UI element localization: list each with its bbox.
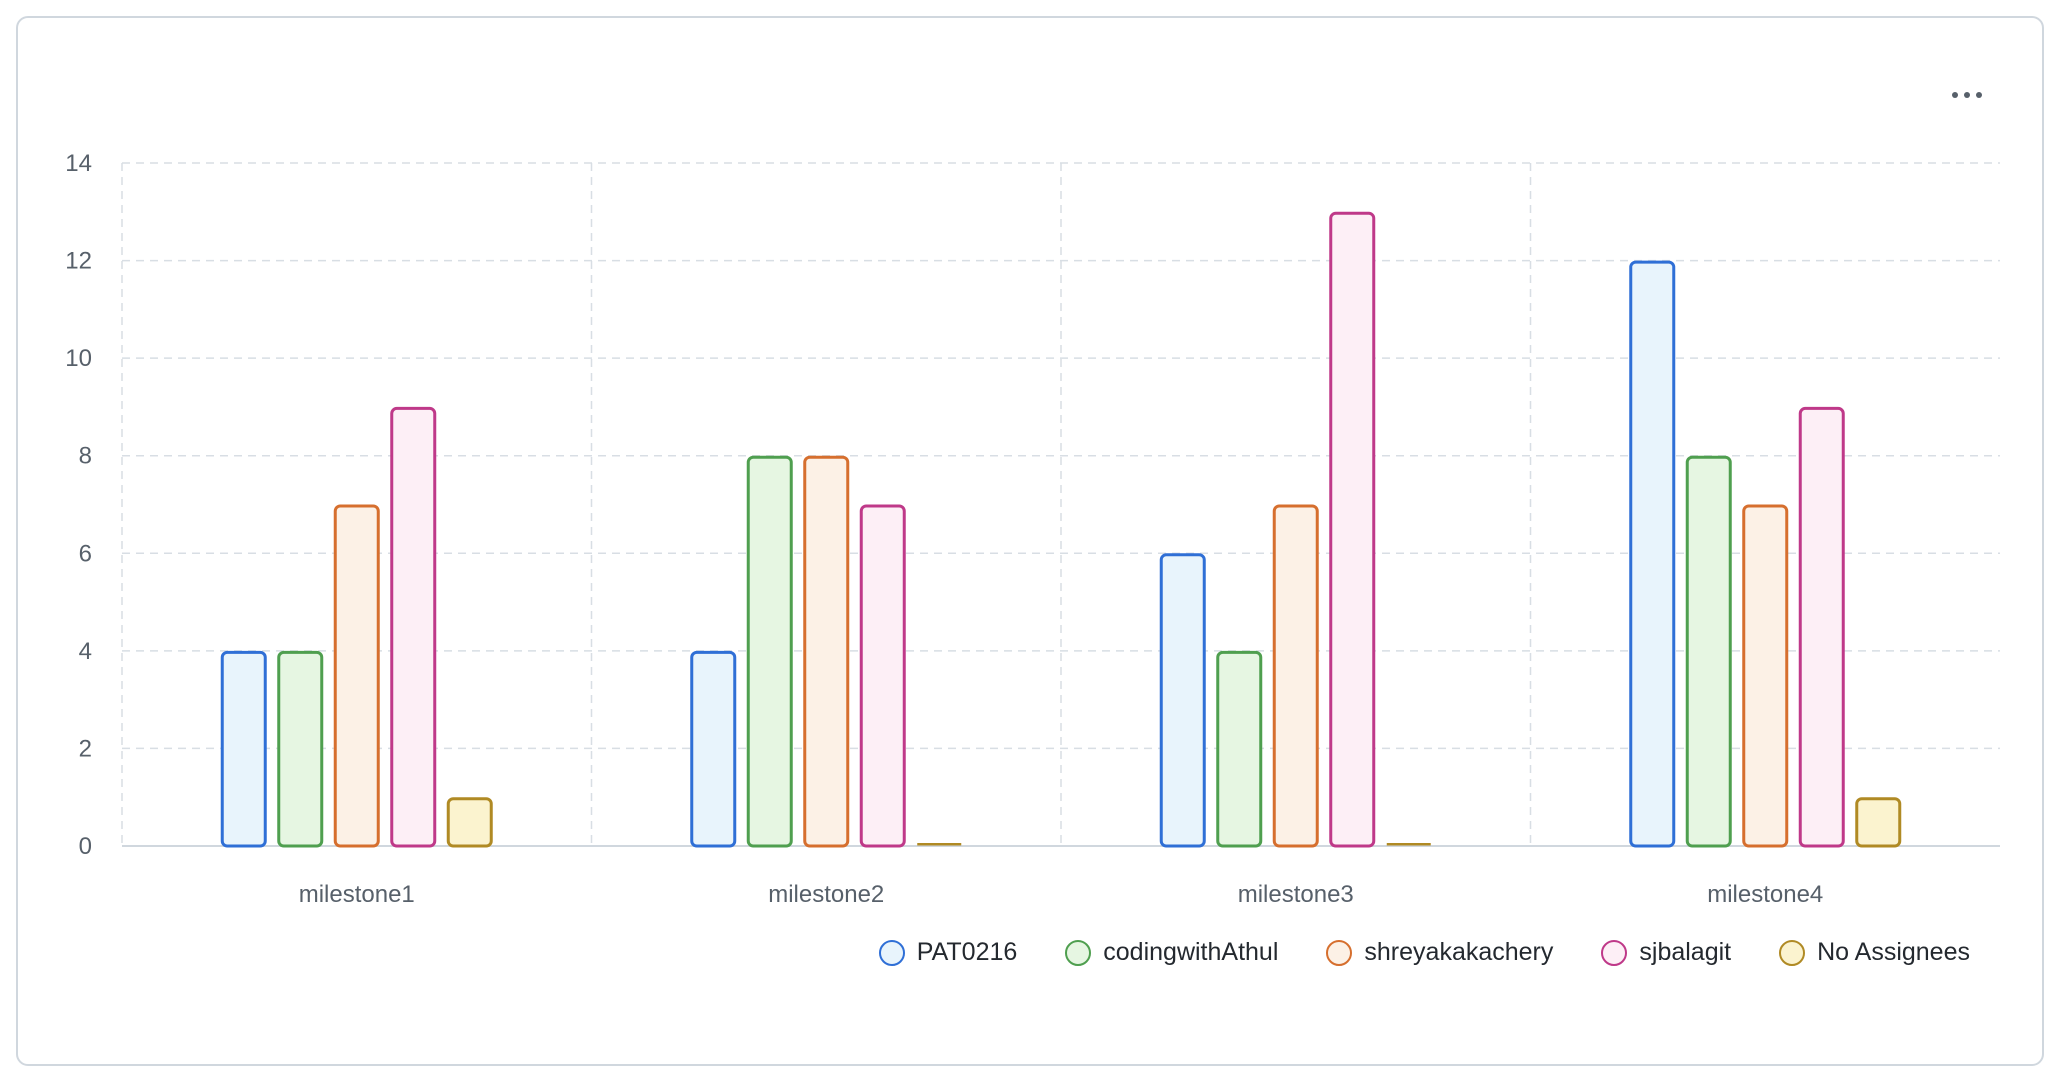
x-tick-label: milestone2 <box>768 881 884 908</box>
x-tick-label: milestone3 <box>1238 881 1354 908</box>
legend-swatch-icon <box>1326 939 1353 966</box>
bar-codingwithathul <box>1685 455 1732 848</box>
legend-item[interactable]: codingwithAthul <box>1065 938 1278 967</box>
y-tick-label: 14 <box>65 150 92 177</box>
legend-item[interactable]: No Assignees <box>1779 938 1970 967</box>
bar-shreyakakachery <box>1742 504 1789 848</box>
bar-sjbalagit <box>390 406 437 848</box>
y-tick-label: 6 <box>79 540 92 567</box>
y-tick-label: 8 <box>79 443 92 470</box>
x-tick-label: milestone4 <box>1707 881 1823 908</box>
bar-pat0216 <box>1629 260 1676 848</box>
legend-item[interactable]: shreyakakachery <box>1326 938 1553 967</box>
legend-label: codingwithAthul <box>1103 938 1279 966</box>
bar-no-assignees <box>1855 797 1902 848</box>
bar-shreyakakachery <box>333 504 380 848</box>
kebab-dot-icon <box>1964 92 1970 98</box>
bar-codingwithathul <box>1216 650 1263 848</box>
more-options-button[interactable] <box>1942 70 1992 120</box>
y-tick-label: 12 <box>65 248 92 275</box>
y-tick-label: 2 <box>79 735 92 762</box>
bar-pat0216 <box>690 650 737 848</box>
legend-label: shreyakakachery <box>1364 938 1554 966</box>
bar-codingwithathul <box>746 455 793 848</box>
x-axis-ticks: milestone1 milestone2 milestone3 milestone4 <box>299 881 1824 908</box>
legend-swatch-icon <box>878 939 905 966</box>
bar-no-assignees <box>1386 843 1431 846</box>
y-tick-label: 4 <box>79 638 92 665</box>
legend-swatch-icon <box>1065 939 1092 966</box>
legend-swatch-icon <box>1779 939 1806 966</box>
legend-item[interactable]: PAT0216 <box>878 938 1018 967</box>
bar-pat0216 <box>1159 553 1206 848</box>
legend-swatch-icon <box>1601 939 1628 966</box>
legend-label: PAT0216 <box>916 938 1018 966</box>
legend-label: sjbalagit <box>1639 938 1732 966</box>
bar-shreyakakachery <box>803 455 850 848</box>
bars <box>220 211 1902 848</box>
legend-item[interactable]: sjbalagit <box>1601 938 1731 967</box>
bar-no-assignees <box>446 797 493 848</box>
x-tick-label: milestone1 <box>299 881 415 908</box>
y-tick-label: 0 <box>79 833 92 860</box>
bar-shreyakakachery <box>1272 504 1319 848</box>
bar-sjbalagit <box>1329 211 1376 848</box>
bar-codingwithathul <box>277 650 324 848</box>
bar-pat0216 <box>220 650 267 848</box>
y-tick-label: 10 <box>65 345 92 372</box>
kebab-dot-icon <box>1976 92 1982 98</box>
legend: PAT0216 codingwithAthul shreyakakachery sjb… <box>878 938 1970 967</box>
bar-no-assignees <box>917 843 962 846</box>
bar-sjbalagit <box>1798 406 1845 848</box>
y-axis-ticks: 0 2 4 6 8 10 12 14 <box>65 150 92 860</box>
bar-sjbalagit <box>859 504 906 848</box>
legend-label: No Assignees <box>1817 938 1970 966</box>
kebab-dot-icon <box>1952 92 1958 98</box>
